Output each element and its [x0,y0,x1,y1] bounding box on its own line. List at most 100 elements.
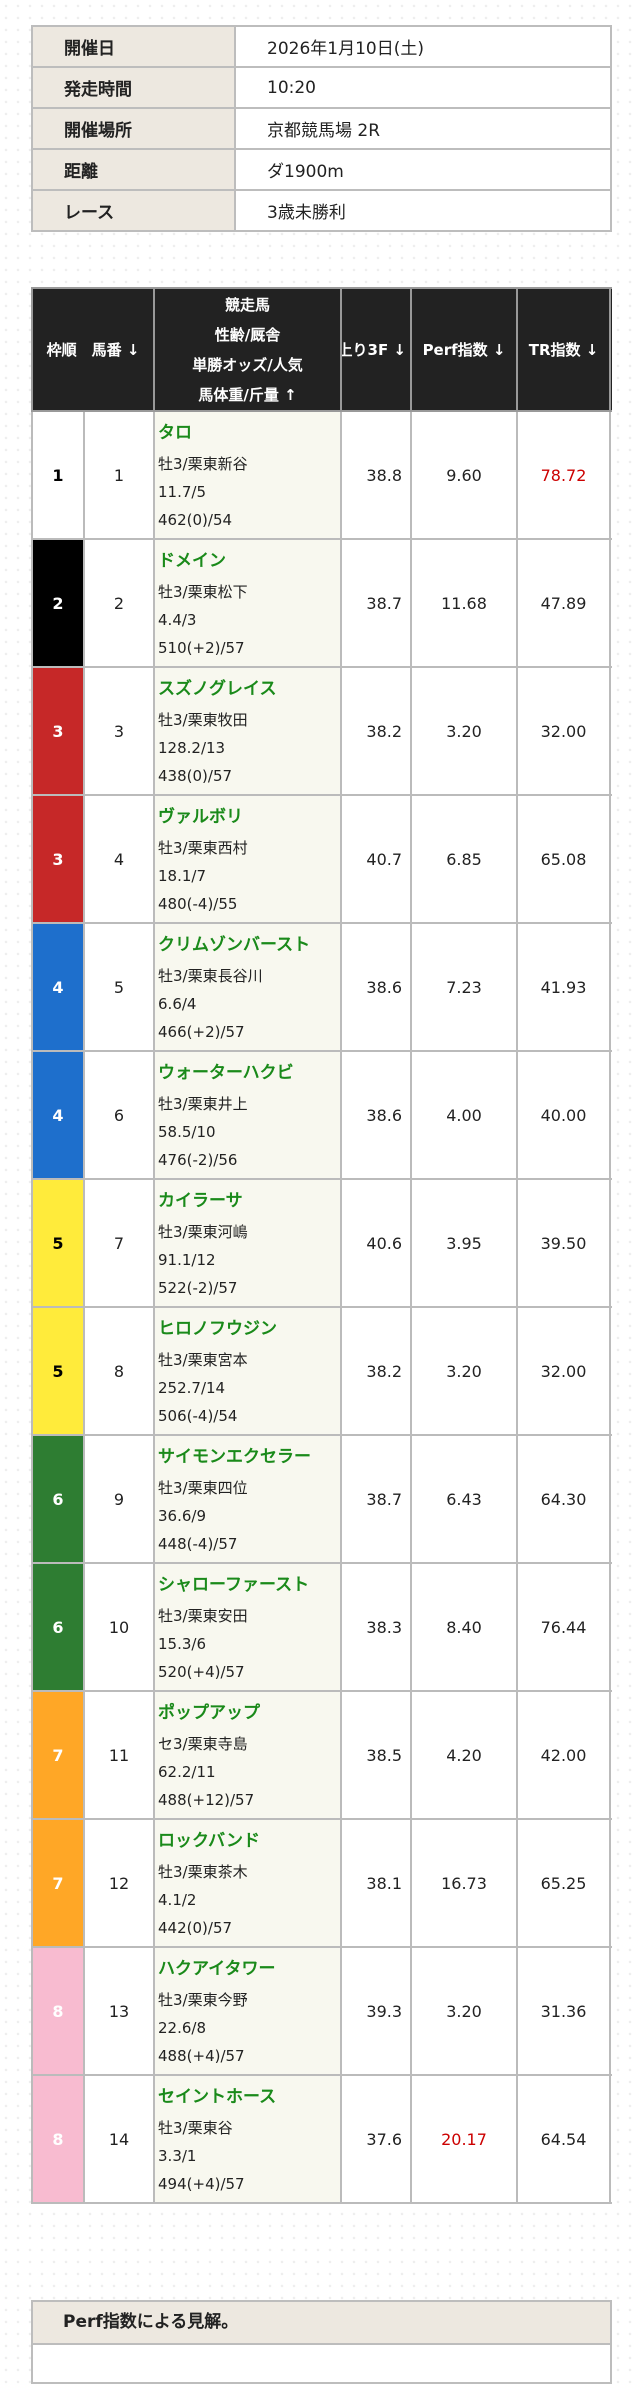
frame-number: 1 [31,410,85,540]
sex-age-trainer: 牡3/栗東松下 [158,583,248,601]
weight-handicap: 506(-4)/54 [158,1407,238,1425]
sort-perf-header[interactable]: Perf指数 ↓ [410,287,519,412]
perf-commentary-title: Perf指数による見解。 [33,2302,610,2345]
perf-index-value: 4.20 [410,1690,519,1820]
next-column-cell [609,1818,612,1948]
race-table-scroll[interactable]: 枠順 馬番 ↓ 競走馬 性齢/厩舎 単勝オッズ/人気 馬体重/斤量 ↑ 上り3F… [31,287,612,2204]
tr-index-value: 64.30 [516,1434,612,1564]
weight-handicap: 522(-2)/57 [158,1279,238,1297]
race-entries-table: 枠順 馬番 ↓ 競走馬 性齢/厩舎 単勝オッズ/人気 馬体重/斤量 ↑ 上り3F… [31,287,612,2204]
perf-index-value: 3.95 [410,1178,519,1308]
last3f-value: 39.3 [340,1946,413,2076]
horse-number: 1 [82,410,156,540]
sex-age-trainer: セ3/栗東寺島 [158,1735,248,1753]
horse-name-link[interactable]: ウォーターハクビ [158,1063,294,1083]
perf-index-value: 11.68 [410,538,519,668]
header-horse-line: 単勝オッズ/人気 [192,355,303,374]
last3f-value: 38.8 [340,410,413,540]
horse-name-link[interactable]: セイントホース [158,2087,277,2107]
last3f-value: 40.7 [340,794,413,924]
horse-name-link[interactable]: ロックバンド [158,1831,261,1851]
sex-age-trainer: 牡3/栗東谷 [158,2119,233,2137]
horse-info-cell: ハクアイタワー 牡3/栗東今野 22.6/8 488(+4)/57 [153,1946,343,2076]
next-column-cell [609,410,612,540]
horse-name-link[interactable]: サイモンエクセラー [158,1447,312,1467]
weight-handicap: 510(+2)/57 [158,639,245,657]
sort-last3f-header[interactable]: 上り3F ↓ [340,287,413,412]
tr-index-value: 65.08 [516,794,612,924]
sort-frame-umaban-header[interactable]: 枠順 馬番 ↓ [31,287,156,412]
tr-index-value: 39.50 [516,1178,612,1308]
horse-number: 5 [82,922,156,1052]
race-info-row: 距離 ダ1900m [31,148,612,191]
perf-index-value: 6.85 [410,794,519,924]
horse-row: 4 6 ウォーターハクビ 牡3/栗東井上 58.5/10 476(-2)/56 38.6 4.… [31,1050,612,1180]
race-info-label: 距離 [31,148,236,191]
race-info-value: 10:20 [234,66,612,109]
race-info-row: 開催日 2026年1月10日(土) [31,25,612,68]
horse-name-link[interactable]: タロ [158,423,193,443]
last3f-value: 38.1 [340,1818,413,1948]
horse-info-cell: ヒロノフウジン 牡3/栗東宮本 252.7/14 506(-4)/54 [153,1306,343,1436]
header-horse-line: 競走馬 [225,295,271,314]
odds-popularity: 18.1/7 [158,867,207,885]
horse-name-link[interactable]: ヒロノフウジン [158,1319,278,1339]
odds-popularity: 4.1/2 [158,1891,197,1909]
perf-commentary-panel: Perf指数による見解。 [31,2300,612,2384]
next-column-cell [609,1690,612,1820]
weight-handicap: 488(+4)/57 [158,2047,245,2065]
tr-index-value: 31.36 [516,1946,612,2076]
last3f-value: 38.7 [340,538,413,668]
horse-number: 13 [82,1946,156,2076]
horse-name-link[interactable]: ポップアップ [158,1703,261,1723]
sex-age-trainer: 牡3/栗東西村 [158,839,248,857]
weight-handicap: 462(0)/54 [158,511,233,529]
odds-popularity: 128.2/13 [158,739,226,757]
last3f-header-label: 上り3F ↓ [342,341,407,359]
next-column-cell [609,666,612,796]
weight-handicap: 480(-4)/55 [158,895,238,913]
race-info-label: レース [31,189,236,232]
perf-index-value: 4.00 [410,1050,519,1180]
horse-number: 8 [82,1306,156,1436]
tr-index-value: 32.00 [516,666,612,796]
horse-info-cell: シャローファースト 牡3/栗東安田 15.3/6 520(+4)/57 [153,1562,343,1692]
last3f-value: 38.6 [340,1050,413,1180]
horse-info-cell: タロ 牡3/栗東新谷 11.7/5 462(0)/54 [153,410,343,540]
race-info-label: 開催場所 [31,107,236,150]
last3f-value: 37.6 [340,2074,413,2204]
horse-row: 7 12 ロックバンド 牡3/栗東茶木 4.1/2 442(0)/57 38.1 16.73 6… [31,1818,612,1948]
sex-age-trainer: 牡3/栗東今野 [158,1991,248,2009]
horse-info-cell: ポップアップ セ3/栗東寺島 62.2/11 488(+12)/57 [153,1690,343,1820]
next-column-cell [609,1178,612,1308]
horse-name-link[interactable]: シャローファースト [158,1575,310,1595]
weight-handicap: 442(0)/57 [158,1919,233,1937]
next-column-cell [609,1050,612,1180]
horse-name-link[interactable]: クリムゾンバースト [158,935,311,955]
sex-age-trainer: 牡3/栗東牧田 [158,711,248,729]
horse-name-link[interactable]: ヴァルボリ [158,807,244,827]
odds-popularity: 15.3/6 [158,1635,207,1653]
odds-popularity: 58.5/10 [158,1123,216,1141]
sort-horse-header[interactable]: 競走馬 性齢/厩舎 単勝オッズ/人気 馬体重/斤量 ↑ [153,287,343,412]
horse-row: 4 5 クリムゾンバースト 牡3/栗東長谷川 6.6/4 466(+2)/57 38.6 7.… [31,922,612,1052]
horse-name-link[interactable]: ドメイン [158,551,227,571]
frame-number: 5 [31,1306,85,1436]
horse-row: 6 10 シャローファースト 牡3/栗東安田 15.3/6 520(+4)/57 38.3 8… [31,1562,612,1692]
horse-name-link[interactable]: ハクアイタワー [158,1959,276,1979]
horse-name-link[interactable]: スズノグレイス [158,679,277,699]
horse-name-link[interactable]: カイラーサ [158,1191,243,1211]
frame-number: 6 [31,1434,85,1564]
next-column-cell [609,1562,612,1692]
horse-row: 5 8 ヒロノフウジン 牡3/栗東宮本 252.7/14 506(-4)/54 38.2 3.… [31,1306,612,1436]
horse-number: 14 [82,2074,156,2204]
horse-number: 2 [82,538,156,668]
race-info-table: 開催日 2026年1月10日(土) 発走時間 10:20 開催場所 京都競馬場 2R 距離ダ… [31,25,612,232]
race-info-row: 開催場所 京都競馬場 2R [31,107,612,150]
horse-number: 7 [82,1178,156,1308]
horse-info-cell: ドメイン 牡3/栗東松下 4.4/3 510(+2)/57 [153,538,343,668]
next-column-cell [609,538,612,668]
sort-tr-header[interactable]: TR指数 ↓ [516,287,612,412]
odds-popularity: 6.6/4 [158,995,197,1013]
horse-row: 8 13 ハクアイタワー 牡3/栗東今野 22.6/8 488(+4)/57 39.3 3.2… [31,1946,612,2076]
